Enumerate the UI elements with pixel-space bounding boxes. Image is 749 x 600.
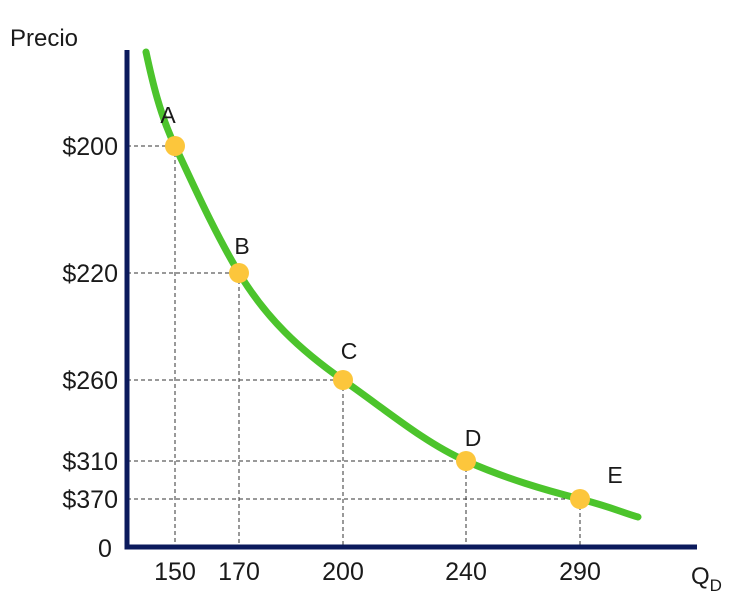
axes [124, 50, 697, 550]
y-axis-title: Precio [10, 25, 78, 52]
point-label-e: E [607, 462, 622, 488]
point-label-c: C [341, 338, 358, 364]
x-axis-title-sub: D [710, 576, 722, 595]
x-tick-240: 240 [445, 558, 487, 586]
x-axis-title: QD [691, 563, 722, 595]
x-tick-labels: 150 170 200 240 290 [154, 558, 601, 586]
x-tick-150: 150 [154, 558, 196, 586]
data-points: A B C D E [160, 102, 623, 509]
point-a [165, 136, 185, 156]
origin-label: 0 [98, 535, 112, 563]
y-tick-200: $200 [62, 133, 118, 161]
demand-curve [142, 48, 642, 521]
y-tick-310: $310 [62, 448, 118, 476]
y-tick-260: $260 [62, 367, 118, 395]
point-label-d: D [465, 425, 482, 451]
point-label-a: A [160, 102, 176, 128]
point-b [229, 263, 249, 283]
x-tick-170: 170 [218, 558, 260, 586]
y-tick-370: $370 [62, 486, 118, 514]
y-tick-220: $220 [62, 260, 118, 288]
x-tick-290: 290 [559, 558, 601, 586]
point-e [570, 489, 590, 509]
point-label-b: B [234, 233, 249, 259]
point-d [456, 451, 476, 471]
x-axis-title-main: Q [691, 563, 710, 590]
y-tick-labels: $200 $220 $260 $310 $370 [62, 133, 118, 514]
x-tick-200: 200 [322, 558, 364, 586]
point-c [333, 370, 353, 390]
